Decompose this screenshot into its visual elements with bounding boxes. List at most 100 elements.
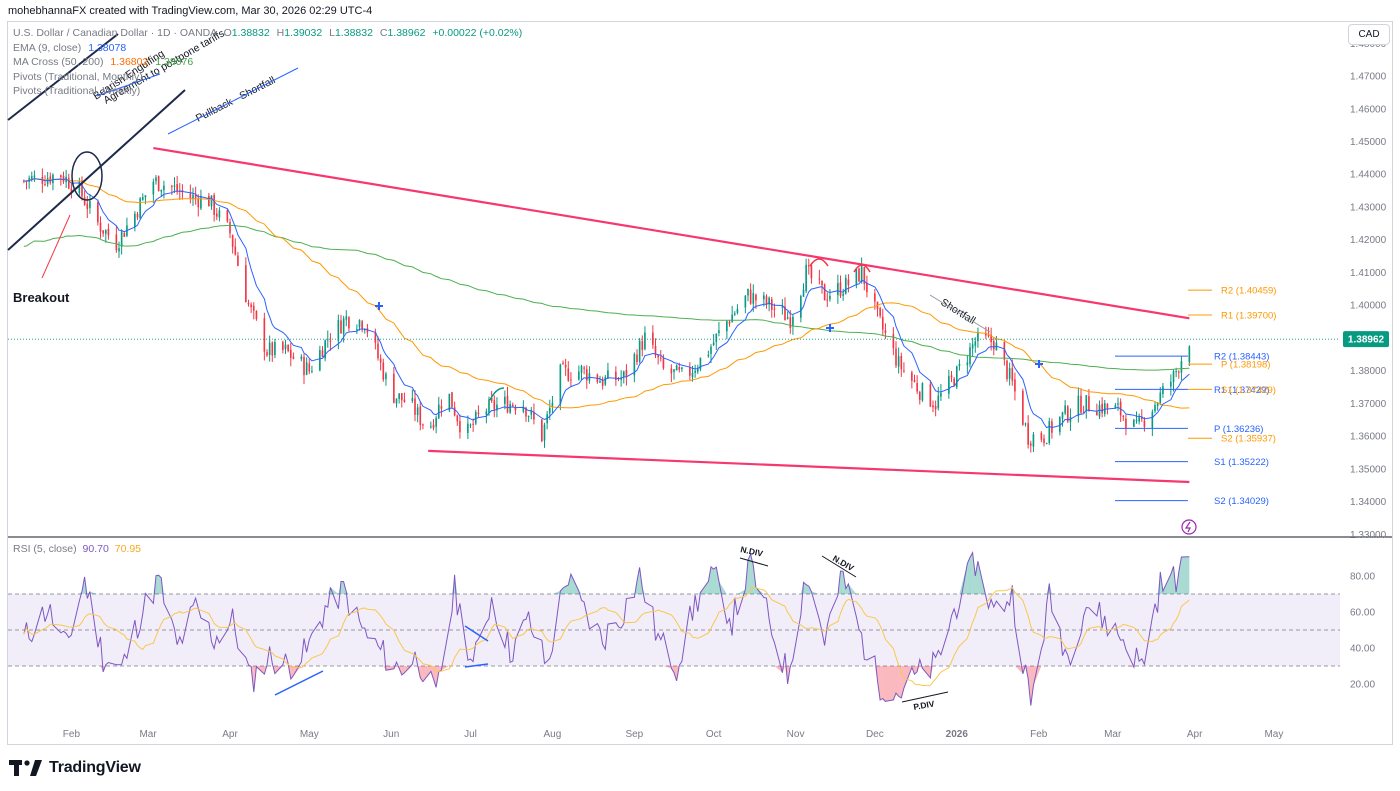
candle-body xyxy=(786,317,789,319)
candle-body xyxy=(237,255,239,266)
price-axis[interactable]: 1.480001.470001.460001.450001.440001.430… xyxy=(1343,39,1389,541)
low-label: L xyxy=(329,27,335,39)
tradingview-logo[interactable]: TradingView xyxy=(9,759,141,777)
candle-body xyxy=(533,411,535,420)
chart-credit: mohebhannaFX created with TradingView.co… xyxy=(8,5,373,17)
candle-body xyxy=(747,288,749,296)
candle-body xyxy=(934,405,937,410)
time-tick-label: 2026 xyxy=(946,729,969,740)
candle-body xyxy=(274,341,276,356)
candle-body xyxy=(884,330,887,333)
candle-body xyxy=(950,375,953,378)
rsi-overbought-fill xyxy=(1181,556,1190,594)
candle-body xyxy=(855,268,858,284)
candle-body xyxy=(1061,412,1064,419)
ema-row[interactable]: EMA (9, close) 1.38078 xyxy=(13,41,522,56)
rsi-tick-label: 20.00 xyxy=(1350,680,1375,691)
candle-body xyxy=(33,175,36,178)
pivot-label: S1 (1.37429) xyxy=(1221,385,1276,396)
candle-body xyxy=(689,367,691,376)
candle-body xyxy=(522,406,525,412)
candle-body xyxy=(374,331,377,343)
candle-body xyxy=(60,175,62,178)
candle-body xyxy=(474,411,477,424)
candle-body xyxy=(1122,416,1125,418)
candle-body xyxy=(1014,379,1016,392)
rsi-oversold-fill xyxy=(774,666,783,673)
tariff-arrow xyxy=(96,73,161,97)
candle-body xyxy=(506,395,509,413)
close-label: C xyxy=(379,27,388,39)
candle-body xyxy=(541,419,543,442)
rsi-tick-label: 80.00 xyxy=(1350,572,1375,583)
high-label: H xyxy=(276,27,285,39)
candle-body xyxy=(194,194,197,199)
ema-value: 1.38078 xyxy=(88,41,127,54)
candle-body xyxy=(435,417,437,427)
pivot-label: S1 (1.35222) xyxy=(1214,457,1269,468)
ma-cross-row[interactable]: MA Cross (50, 200) 1.36802 1.38076 xyxy=(13,55,522,70)
rsi-legend[interactable]: RSI (5, close) 90.70 70.95 xyxy=(13,543,141,555)
candle-body xyxy=(733,313,736,315)
candle-body xyxy=(340,320,342,334)
candle-body xyxy=(966,362,969,366)
pivots-weekly-row[interactable]: Pivots (Traditional, Weekly) xyxy=(13,84,522,99)
candle-body xyxy=(319,350,321,371)
candle-body xyxy=(41,177,44,184)
candle-body xyxy=(562,362,564,365)
candle-body xyxy=(654,345,657,356)
time-tick-label: Mar xyxy=(1104,729,1122,740)
pivot-label: R1 (1.39700) xyxy=(1221,311,1276,322)
price-tick-label: 1.38000 xyxy=(1350,366,1387,377)
candle-body xyxy=(326,339,329,341)
candle-body xyxy=(1088,396,1090,412)
candle-body xyxy=(1117,403,1119,405)
candle-body xyxy=(932,405,934,408)
time-tick-label: Feb xyxy=(63,729,81,740)
shortfall-arrow xyxy=(929,294,991,333)
candle-body xyxy=(953,378,955,386)
candle-body xyxy=(173,185,176,187)
rsi-ma-line xyxy=(23,586,1190,687)
candle-body xyxy=(348,317,350,329)
candle-body xyxy=(1040,432,1043,440)
candle-body xyxy=(525,407,527,417)
candle-body xyxy=(1135,420,1138,422)
rsi-oversold-fill xyxy=(885,666,894,702)
price-tick-label: 1.37000 xyxy=(1350,399,1387,410)
ma200-value: 1.38076 xyxy=(155,56,194,68)
price-tick-label: 1.45000 xyxy=(1350,137,1387,148)
candle-body xyxy=(617,378,620,380)
candle-body xyxy=(448,393,451,411)
pdiv-line xyxy=(901,691,949,703)
price-tick-label: 1.33000 xyxy=(1350,530,1387,541)
candle-body xyxy=(829,295,831,300)
rsi-axis[interactable]: 80.00 60.00 40.00 20.00 xyxy=(1350,572,1375,691)
time-axis[interactable]: Feb Mar Apr May Jun Jul Aug Sep Oct Nov Dec 2026 Feb… xyxy=(63,729,1284,740)
candle-body xyxy=(430,426,432,428)
rsi-overbought-fill xyxy=(158,575,162,594)
time-tick-label: Nov xyxy=(787,729,805,740)
candle-body xyxy=(670,368,673,374)
candles xyxy=(23,168,1191,453)
pivots-monthly-row[interactable]: Pivots (Traditional, Monthly) xyxy=(13,70,522,85)
rsi-overbought-fill xyxy=(142,593,146,594)
candle-body xyxy=(763,295,765,300)
rsi-oversold-fill xyxy=(877,666,881,700)
candle-body xyxy=(551,402,554,407)
candle-body xyxy=(1077,395,1080,417)
currency-button[interactable]: CAD xyxy=(1348,24,1390,45)
candle-body xyxy=(866,283,868,293)
symbol-row[interactable]: U.S. Dollar / Canadian Dollar · 1D · OAN… xyxy=(13,26,522,41)
candle-body xyxy=(305,362,308,375)
candle-body xyxy=(1114,405,1117,409)
candle-body xyxy=(1006,360,1008,380)
candle-body xyxy=(324,340,326,359)
candle-body xyxy=(422,424,424,426)
candle-body xyxy=(895,348,897,366)
ma200-line xyxy=(23,224,1190,371)
time-tick-label: Apr xyxy=(222,729,238,740)
candle-body xyxy=(1098,405,1101,417)
pivot-label: R1 (1.37429) xyxy=(1214,385,1269,396)
